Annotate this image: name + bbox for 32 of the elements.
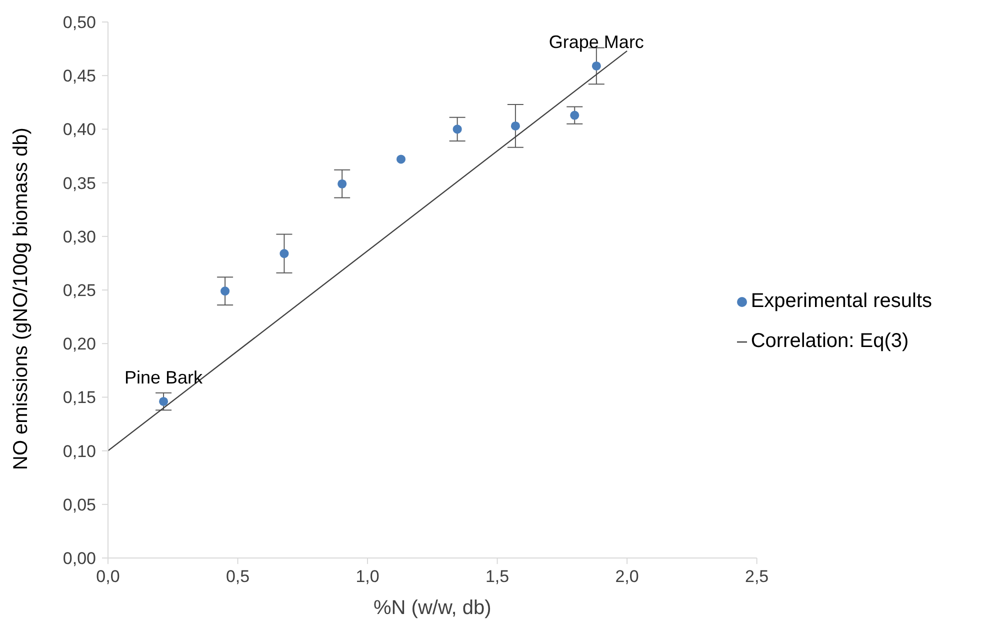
y-tick-label: 0,25 — [62, 281, 96, 300]
annotation: Grape Marc — [548, 32, 644, 52]
y-tick-label: 0,50 — [62, 13, 96, 32]
point — [452, 124, 462, 134]
y-axis-title: NO emissions (gNO/100g biomass db) — [10, 128, 32, 470]
point — [338, 179, 347, 188]
point — [280, 249, 289, 258]
point — [510, 121, 520, 130]
y-tick-label: 0,00 — [62, 549, 96, 568]
y-tick-label: 0,45 — [62, 66, 96, 86]
x-tick-label: 1,0 — [356, 567, 380, 586]
y-tick-label: 0,05 — [62, 495, 96, 514]
x-tick-label: 1,5 — [485, 567, 510, 586]
y-tick-label: 0,10 — [62, 442, 96, 461]
x-tick-label: 2,0 — [615, 567, 639, 586]
point — [570, 110, 580, 120]
x-axis-title: %N (w/w, db) — [374, 597, 492, 619]
y-tick-label: 0,30 — [62, 227, 96, 246]
y-tick-label: 0,15 — [62, 388, 96, 408]
point — [592, 61, 601, 70]
x-tick-label: 0,0 — [96, 567, 120, 586]
y-tick-label: 0,40 — [62, 120, 96, 140]
x-tick-label: 2,5 — [744, 567, 769, 586]
point — [220, 286, 230, 296]
legend-label: Experimental results — [750, 290, 932, 312]
point — [396, 154, 406, 164]
annotation: Pine Bark — [124, 367, 204, 388]
y-tick-label: 0,35 — [62, 174, 96, 193]
y-tick-label: 0,20 — [62, 334, 96, 354]
legend-label: Correlation: Eq(3) — [750, 330, 909, 352]
x-tick-label: 0,5 — [226, 567, 250, 586]
point — [159, 396, 168, 406]
